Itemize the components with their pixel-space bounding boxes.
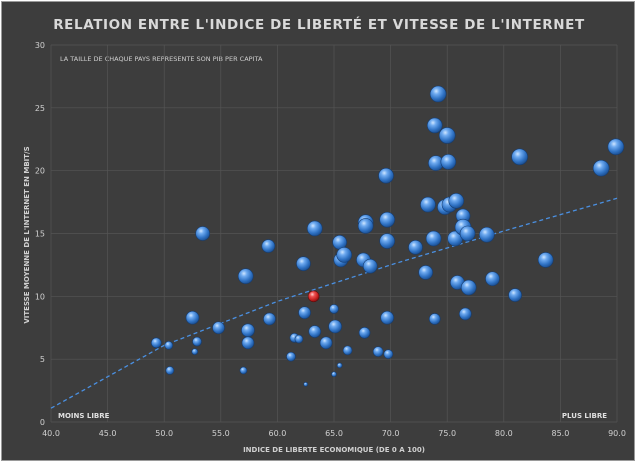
- country-bubble: [328, 319, 342, 334]
- grid-lines: [50, 44, 618, 423]
- country-bubble: [459, 307, 472, 321]
- country-bubble: [185, 310, 200, 325]
- y-tick-label: 25: [35, 104, 45, 113]
- country-bubble: [378, 167, 394, 184]
- x-tick-label: 75.0: [438, 429, 456, 438]
- y-axis-title: VITESSE MOYENNE DE L'INTERNET EN MBIT/S: [23, 146, 31, 323]
- x-tick-label: 85.0: [551, 429, 569, 438]
- x-axis-ticks: 40.0 45.0 50.0 55.0 60.0 65.0 70.0 75.0 80.0 85.0…: [42, 429, 626, 438]
- country-bubble: [329, 304, 339, 314]
- country-bubble: [342, 345, 353, 356]
- country-bubble: [294, 334, 304, 344]
- country-bubble: [372, 346, 384, 357]
- country-bubble: [420, 196, 436, 213]
- country-bubble: [336, 247, 352, 263]
- country-bubble: [303, 381, 309, 387]
- country-bubble: [331, 371, 337, 378]
- x-tick-label: 40.0: [42, 429, 60, 438]
- country-bubble: [191, 348, 199, 355]
- y-tick-label: 5: [40, 355, 45, 364]
- country-bubble: [425, 230, 442, 247]
- country-bubble: [357, 218, 374, 234]
- country-bubble: [607, 138, 625, 156]
- country-bubble: [165, 366, 175, 375]
- country-bubble: [195, 226, 210, 241]
- country-bubble: [408, 240, 423, 255]
- country-bubble: [263, 312, 276, 326]
- country-bubble: [426, 117, 443, 134]
- country-bubble: [440, 154, 457, 170]
- country-bubble: [448, 193, 465, 209]
- corner-label-right: PLUS LIBRE: [562, 412, 607, 420]
- country-bubble: [164, 341, 174, 350]
- x-axis-title: INDICE DE LIBERTE ECONOMIQUE (DE 0 A 100…: [243, 446, 425, 454]
- y-tick-label: 20: [35, 167, 45, 176]
- x-tick-label: 60.0: [268, 429, 286, 438]
- country-bubble: [319, 336, 333, 350]
- country-bubble: [379, 233, 396, 249]
- highlighted-country-bubble: [307, 290, 320, 303]
- x-tick-label: 55.0: [212, 429, 230, 438]
- country-bubble: [383, 349, 394, 359]
- country-bubble: [485, 271, 500, 287]
- country-bubble: [296, 256, 311, 271]
- country-bubble: [380, 310, 395, 325]
- country-bubble: [336, 362, 343, 369]
- country-bubble: [429, 85, 447, 103]
- x-tick-label: 50.0: [155, 429, 173, 438]
- country-bubble: [306, 220, 323, 237]
- country-bubble: [241, 323, 255, 338]
- country-bubble: [459, 225, 476, 242]
- x-tick-label: 70.0: [382, 429, 400, 438]
- y-tick-label: 10: [35, 292, 45, 301]
- x-tick-label: 90.0: [608, 429, 626, 438]
- x-tick-label: 80.0: [495, 429, 513, 438]
- bubble-series: [150, 85, 625, 387]
- chart-title: RELATION ENTRE L'INDICE DE LIBERTÉ ET VI…: [53, 16, 585, 33]
- country-bubble: [362, 258, 378, 274]
- country-bubble: [237, 268, 254, 285]
- country-bubble: [537, 252, 554, 268]
- y-tick-label: 30: [35, 41, 45, 50]
- corner-label-left: MOINS LIBRE: [58, 412, 110, 420]
- y-axis-ticks: 0 5 10 15 20 25 30: [35, 41, 45, 427]
- y-tick-label: 15: [35, 230, 45, 239]
- country-bubble: [308, 325, 322, 338]
- country-bubble: [418, 265, 433, 280]
- country-bubble: [192, 336, 202, 347]
- country-bubble: [508, 288, 522, 302]
- chart-svg: RELATION ENTRE L'INDICE DE LIBERTÉ ET VI…: [23, 16, 626, 454]
- country-bubble: [438, 127, 456, 144]
- country-bubble: [261, 239, 276, 253]
- country-bubble: [241, 336, 255, 350]
- country-bubble: [150, 337, 162, 349]
- country-bubble: [358, 326, 371, 339]
- country-bubble: [479, 226, 495, 243]
- x-tick-label: 65.0: [325, 429, 343, 438]
- country-bubble: [239, 366, 248, 375]
- x-tick-label: 45.0: [99, 429, 117, 438]
- chart-frame: RELATION ENTRE L'INDICE DE LIBERTÉ ET VI…: [1, 1, 635, 461]
- country-bubble: [460, 279, 477, 296]
- country-bubble: [428, 313, 441, 325]
- country-bubble: [592, 159, 610, 177]
- country-bubble: [379, 211, 396, 228]
- chart-subtitle: LA TAILLE DE CHAQUE PAYS REPRESENTE SON …: [60, 55, 263, 63]
- country-bubble: [286, 351, 296, 362]
- country-bubble: [212, 321, 225, 335]
- country-bubble: [511, 148, 528, 166]
- y-tick-label: 0: [40, 418, 45, 427]
- country-bubble: [298, 306, 311, 319]
- trendline: [50, 197, 618, 409]
